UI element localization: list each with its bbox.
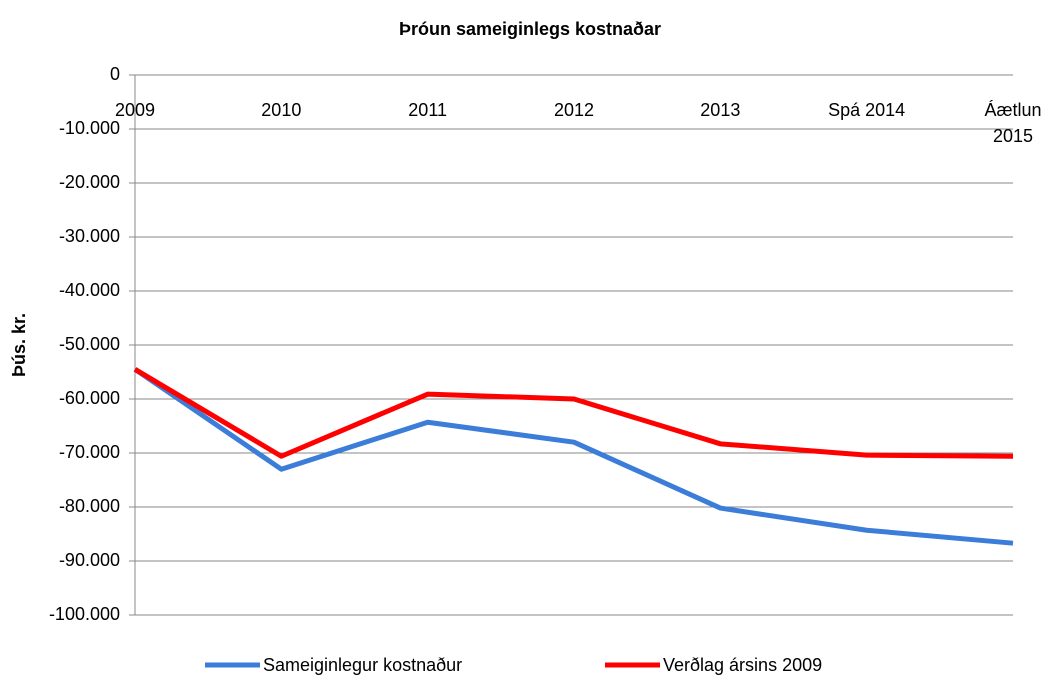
y-tick-label: -60.000 <box>59 388 120 408</box>
x-tick-label: 2009 <box>114 100 156 120</box>
y-tick-label: -50.000 <box>59 334 120 354</box>
x-tick-label: 2013 <box>700 100 741 120</box>
y-tick-label: -20.000 <box>59 172 120 192</box>
y-tick-label: -80.000 <box>59 496 120 516</box>
y-tick-label: -100.000 <box>49 604 120 624</box>
y-tick-label: -40.000 <box>59 280 120 300</box>
x-tick-label: 2012 <box>553 100 595 120</box>
y-tick-label: -90.000 <box>59 550 120 570</box>
data-line <box>133 367 1014 459</box>
legend-label: Sameiginlegur kostnaður <box>263 655 462 675</box>
data-line <box>133 367 1014 546</box>
x-tick-label: 2010 <box>261 100 302 120</box>
x-tick-label: 2011 <box>408 100 448 120</box>
y-tick-label: -70.000 <box>59 442 120 462</box>
y-axis-label: Þús. kr. <box>9 313 29 377</box>
x-tick-label: Áætlun 2015 <box>984 100 1042 146</box>
chart-title: Þróun sameiginlegs kostnaðar <box>399 19 661 39</box>
y-tick-label: -10.000 <box>59 118 120 138</box>
legend-label: Verðlag ársins 2009 <box>663 655 822 675</box>
y-tick-label: 0 <box>110 64 120 84</box>
y-tick-label: -30.000 <box>59 226 120 246</box>
x-tick-label: Spá 2014 <box>828 100 906 120</box>
